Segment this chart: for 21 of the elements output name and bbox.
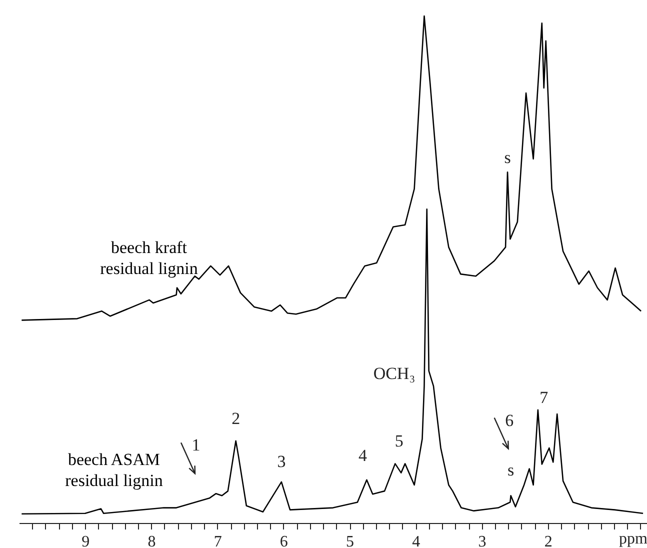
x-tick-label: 8 — [148, 534, 156, 548]
annotation: 3 — [277, 452, 286, 471]
annotation: s — [504, 148, 511, 168]
x-tick-label: 2 — [544, 534, 552, 548]
annotation: s — [508, 460, 514, 480]
x-tick-label: 9 — [82, 534, 90, 548]
x-tick-label: 3 — [478, 534, 486, 548]
series-label: beech kraft residual lignin — [100, 238, 198, 278]
annotation: OCH₃ — [373, 364, 416, 384]
x-tick-label: 5 — [346, 534, 354, 548]
annotation: 5 — [394, 432, 404, 451]
annotation: 1 — [192, 436, 200, 455]
annotation: 7 — [540, 388, 549, 407]
annotation: 6 — [505, 410, 514, 430]
x-axis-title: ppm — [619, 530, 647, 548]
x-tick-label: 7 — [214, 534, 222, 548]
series-label: beech ASAM residual lignin — [65, 450, 164, 490]
x-tick-label: 6 — [280, 534, 288, 548]
annotation: 2 — [232, 408, 240, 428]
x-tick-label: 4 — [412, 534, 420, 548]
annotation: 4 — [358, 446, 368, 465]
